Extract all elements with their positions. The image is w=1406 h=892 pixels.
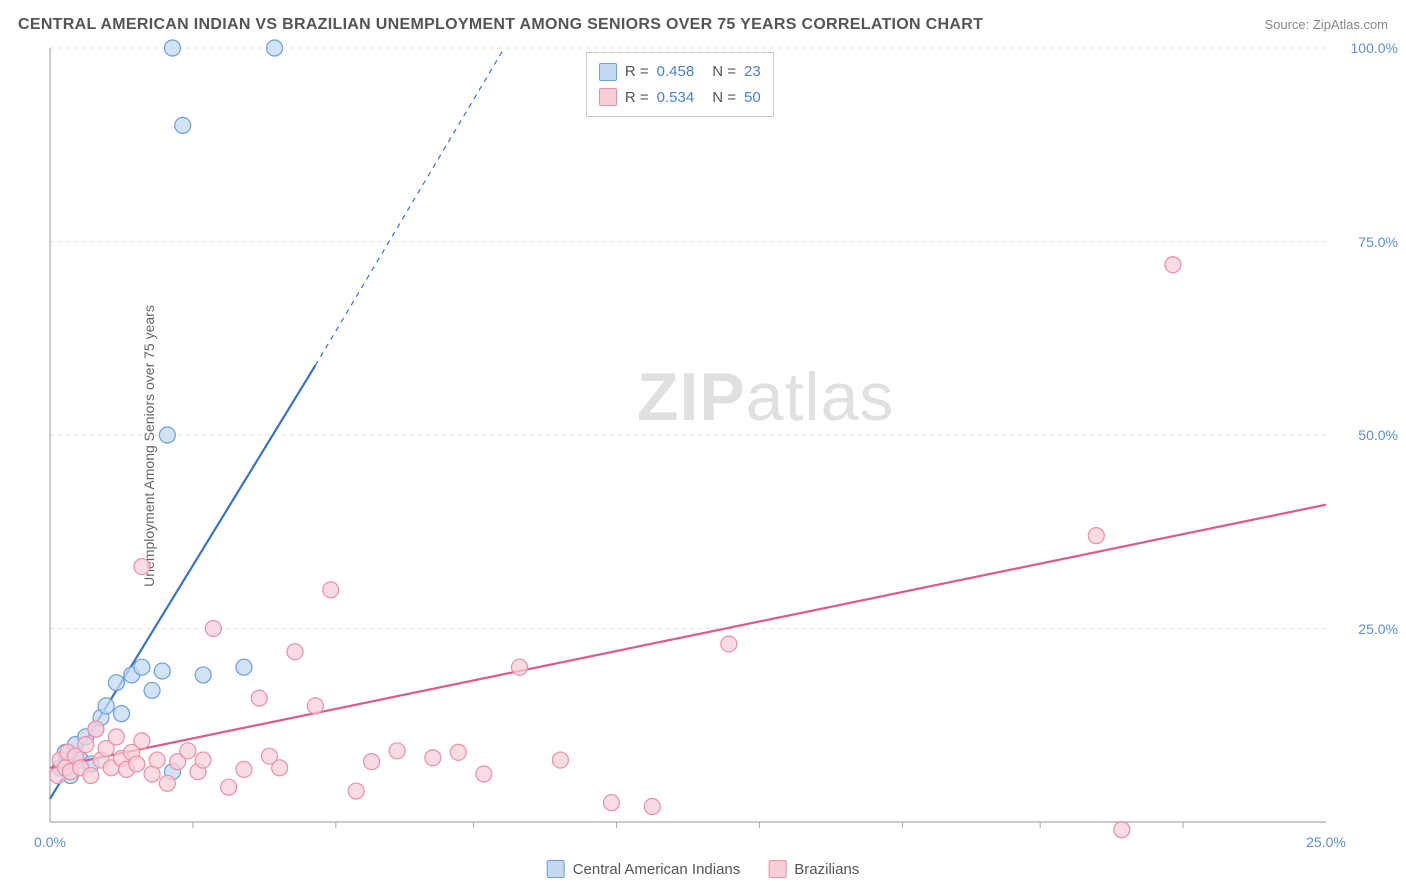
legend-swatch — [547, 860, 565, 878]
y-tick-label: 50.0% — [1358, 427, 1398, 443]
series-legend-label: Brazilians — [794, 861, 859, 878]
y-tick-label: 100.0% — [1351, 40, 1398, 56]
legend-swatch — [768, 860, 786, 878]
legend-n-label: N = — [712, 59, 736, 85]
source-attribution: Source: ZipAtlas.com — [1264, 17, 1388, 32]
legend-r-value: 0.534 — [657, 85, 695, 111]
x-tick-label: 0.0% — [34, 834, 66, 850]
legend-n-value: 50 — [744, 85, 761, 111]
y-tick-label: 25.0% — [1358, 621, 1398, 637]
series-legend: Central American Indians Brazilians — [547, 860, 860, 878]
legend-row-cai: R = 0.458 N = 23 — [599, 59, 761, 85]
title-bar: CENTRAL AMERICAN INDIAN VS BRAZILIAN UNE… — [18, 16, 1388, 34]
legend-n-value: 23 — [744, 59, 761, 85]
legend-swatch — [599, 88, 617, 106]
correlation-legend: R = 0.458 N = 23 R = 0.534 N = 50 — [586, 52, 774, 117]
legend-r-label: R = — [625, 85, 649, 111]
legend-r-value: 0.458 — [657, 59, 695, 85]
x-tick-label: 25.0% — [1306, 834, 1346, 850]
legend-swatch — [599, 63, 617, 81]
series-legend-label: Central American Indians — [573, 861, 741, 878]
legend-row-bra: R = 0.534 N = 50 — [599, 85, 761, 111]
chart-plot-area: ZIPatlas R = 0.458N = 23R = 0.534N = 50 … — [50, 48, 1326, 822]
legend-n-label: N = — [712, 85, 736, 111]
legend-r-label: R = — [625, 59, 649, 85]
y-tick-label: 75.0% — [1358, 234, 1398, 250]
series-legend-item: Central American Indians — [547, 860, 741, 878]
scatter-chart-svg — [50, 48, 1326, 822]
series-legend-item: Brazilians — [768, 860, 859, 878]
chart-title: CENTRAL AMERICAN INDIAN VS BRAZILIAN UNE… — [18, 16, 983, 34]
